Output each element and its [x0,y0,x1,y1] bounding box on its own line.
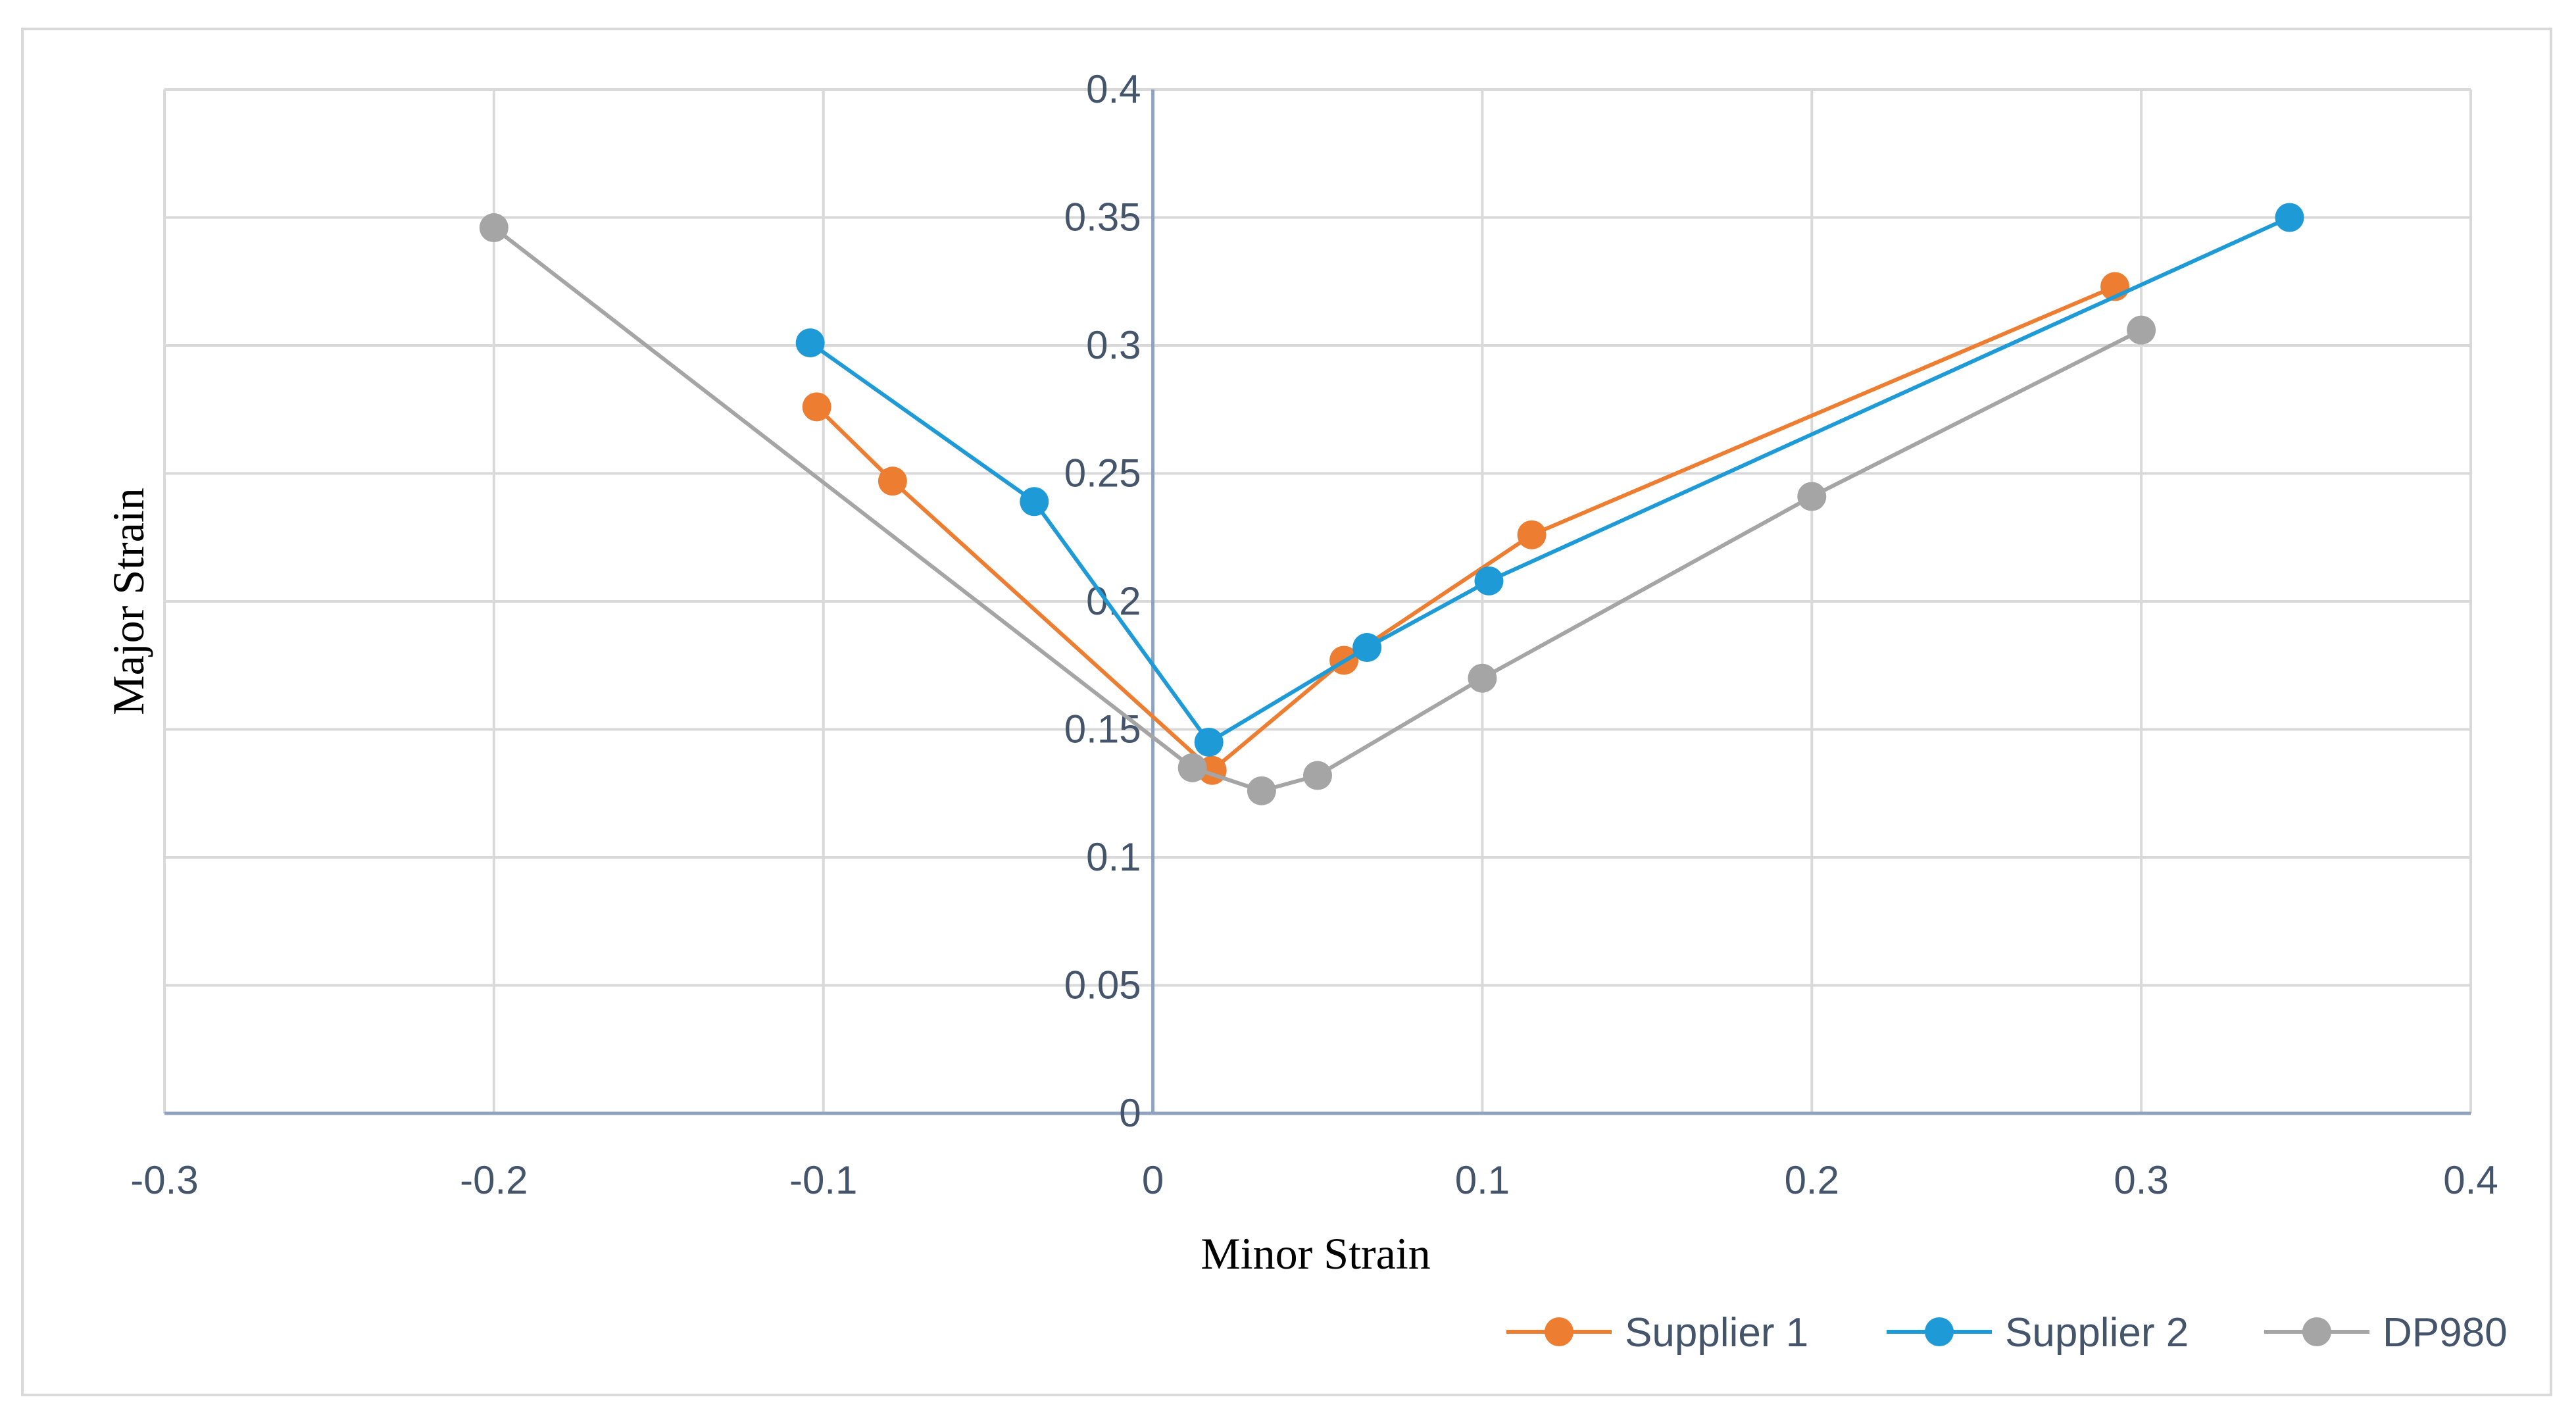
series-dp980 [479,213,2156,805]
data-point [802,392,831,422]
y-tick-label: 0.35 [1064,195,1141,240]
y-tick-label: 0.3 [1086,323,1141,367]
legend-marker [1925,1317,1954,1346]
data-point [1797,482,1827,511]
legend-marker [2302,1317,2331,1346]
y-tick-label: 0.1 [1086,835,1141,879]
series-line [808,215,2291,744]
legend-label: DP980 [2383,1310,2508,1355]
data-point [1474,566,1504,595]
tick-labels: -0.3 -0.2 -0.1 0 0.1 0.2 0.3 0.4 0 0.05 0.1 0.15 0.2… [130,67,2498,1202]
data-point [1177,753,1207,782]
y-tick-label: 0.4 [1086,67,1141,111]
grid-layer [163,88,2472,1115]
legend-label: Supplier 2 [2005,1310,2189,1355]
x-tick-label: 0.2 [1785,1158,1839,1202]
data-point [795,328,825,358]
legend-marker [1545,1317,1573,1346]
series-supplier-2 [795,203,2304,757]
y-tick-label: 0.15 [1064,707,1141,751]
y-axis-title: Major Strain [103,488,153,715]
y-tick-label: 0.25 [1064,451,1141,495]
legend-item-supplier-2: Supplier 2 [1887,1310,2189,1355]
legend-label: Supplier 1 [1625,1310,1808,1355]
data-point [878,467,907,496]
legend-item-supplier-1: Supplier 1 [1506,1310,1808,1355]
data-point [1352,633,1382,663]
x-tick-label: 0.3 [2114,1158,2168,1202]
series-line [815,284,2116,772]
legend: Supplier 1 Supplier 2 DP980 [1506,1310,2508,1355]
x-tick-label: 0.4 [2443,1158,2498,1202]
series-line [493,226,2143,793]
y-tick-label: 0.05 [1064,963,1141,1007]
data-point [479,213,508,243]
x-axis-title: Minor Strain [1201,1228,1430,1279]
chart-frame [21,28,2552,1396]
data-point [1247,776,1276,805]
legend-item-dp980: DP980 [2264,1310,2508,1355]
y-tick-label: 0 [1119,1091,1141,1135]
x-tick-label: -0.3 [130,1158,198,1202]
axis-layer [164,89,2471,1115]
series-supplier-1 [802,272,2130,785]
data-point [1468,663,1497,693]
data-point [2127,315,2156,345]
x-tick-label: -0.1 [789,1158,857,1202]
x-tick-label: 0 [1142,1158,1164,1202]
data-point [1303,761,1332,790]
x-tick-label: -0.2 [460,1158,528,1202]
data-point [1194,727,1224,757]
x-tick-label: 0.1 [1455,1158,1510,1202]
data-point [1020,487,1049,517]
data-point [1517,520,1547,549]
series-layer [479,203,2304,805]
data-point [2275,203,2304,232]
